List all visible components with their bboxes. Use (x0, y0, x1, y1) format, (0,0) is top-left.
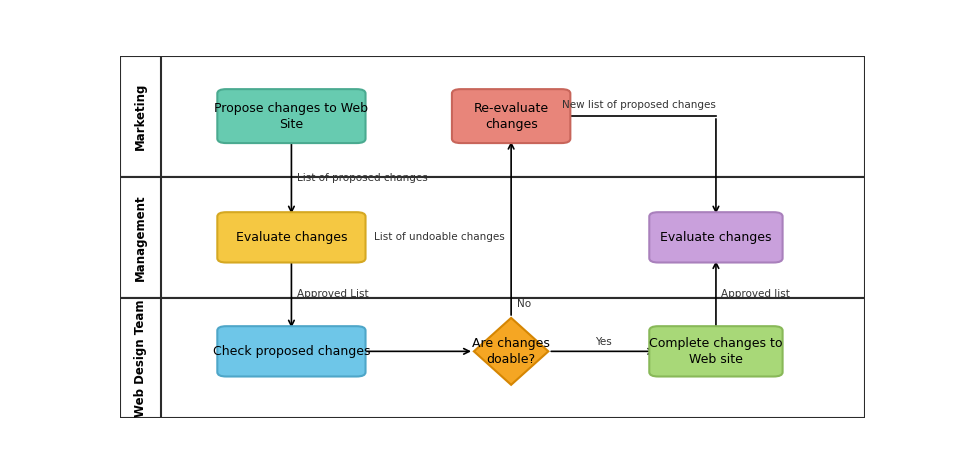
FancyBboxPatch shape (650, 212, 782, 263)
Text: Evaluate changes: Evaluate changes (235, 231, 347, 244)
Text: New list of proposed changes: New list of proposed changes (562, 100, 716, 110)
Polygon shape (474, 318, 549, 385)
Text: Approved list: Approved list (721, 290, 790, 299)
Text: No: No (517, 299, 531, 309)
Bar (120, 298, 865, 418)
FancyBboxPatch shape (217, 89, 365, 143)
FancyBboxPatch shape (650, 326, 782, 376)
Text: Evaluate changes: Evaluate changes (660, 231, 772, 244)
Text: Are changes
doable?: Are changes doable? (472, 337, 550, 366)
FancyBboxPatch shape (217, 212, 365, 263)
FancyBboxPatch shape (217, 326, 365, 376)
Text: Approved List: Approved List (297, 290, 369, 299)
Text: Re-evaluate
changes: Re-evaluate changes (474, 102, 549, 131)
Text: Yes: Yes (595, 337, 611, 347)
Text: Marketing: Marketing (135, 83, 147, 150)
Text: Complete changes to
Web site: Complete changes to Web site (650, 337, 782, 366)
Text: Propose changes to Web
Site: Propose changes to Web Site (214, 102, 368, 131)
Text: Management: Management (135, 194, 147, 281)
FancyBboxPatch shape (452, 89, 570, 143)
Text: List of undoable changes: List of undoable changes (375, 232, 505, 243)
Text: Web Design Team: Web Design Team (135, 299, 147, 417)
Bar (120, 56, 865, 177)
Bar (120, 177, 865, 298)
Text: Check proposed changes: Check proposed changes (212, 345, 370, 358)
Text: List of proposed changes: List of proposed changes (297, 172, 429, 183)
